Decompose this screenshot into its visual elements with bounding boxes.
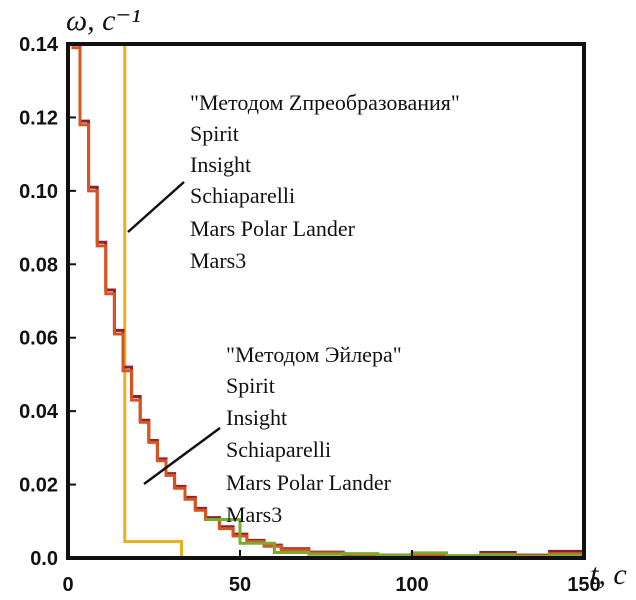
annotation-line: Mars3: [190, 248, 246, 273]
y-tick-label: 0.10: [19, 181, 58, 203]
series-line-3: [71, 46, 586, 558]
x-tick-label: 0: [62, 574, 73, 596]
y-tick-label: 0.04: [19, 401, 59, 423]
annotation-line: Spirit: [226, 373, 275, 398]
annotation-line: Mars Polar Lander: [190, 216, 356, 241]
y-tick-label: 0.0: [30, 548, 58, 570]
annotation-line: Spirit: [190, 121, 239, 146]
annotation-line: "Методом Zпреобразования": [190, 90, 460, 115]
annotation-z-transform: "Методом Zпреобразования" Spirit Insight…: [127, 90, 460, 273]
annotation-euler: "Методом Эйлера" Spirit Insight Schiapar…: [143, 342, 402, 527]
y-axis-label: ω, c⁻¹: [66, 4, 140, 37]
annotation-line: "Методом Эйлера": [226, 342, 402, 367]
annotation-pointer: [143, 426, 221, 486]
x-tick-label: 50: [229, 574, 251, 596]
x-tick-label: 150: [567, 574, 600, 596]
annotation-pointer: [127, 181, 185, 233]
annotation-line: Mars Polar Lander: [226, 470, 392, 495]
annotation-line: Schiaparelli: [226, 437, 331, 462]
annotation-line: Mars3: [226, 502, 282, 527]
y-tick-label: 0.08: [19, 254, 58, 276]
ticks-layer: 0 50 100 150 0.0 0.02 0.04 0.06 0.08 0.10 0.12 0.14: [19, 34, 601, 596]
annotation-line: Insight: [190, 152, 251, 177]
annotation-line: Insight: [226, 405, 287, 430]
y-tick-label: 0.02: [19, 475, 58, 497]
x-tick-label: 100: [395, 574, 428, 596]
annotation-line: Schiaparelli: [190, 183, 295, 208]
y-tick-label: 0.06: [19, 328, 58, 350]
y-tick-label: 0.12: [19, 107, 58, 129]
y-tick-label: 0.14: [19, 34, 59, 56]
plot-frame: [66, 42, 586, 560]
x-axis-label: t, c: [590, 558, 627, 591]
